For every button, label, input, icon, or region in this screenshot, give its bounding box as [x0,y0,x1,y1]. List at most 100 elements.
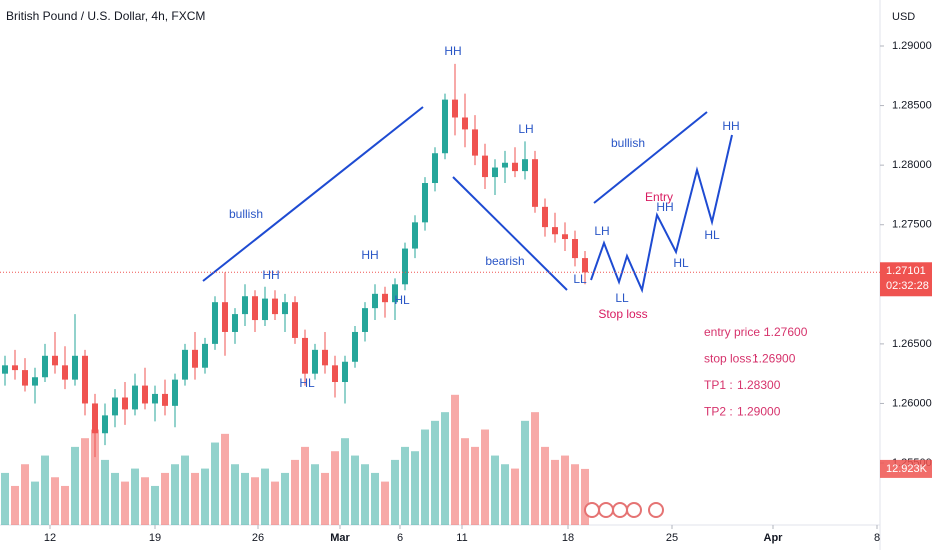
event-icon[interactable] [612,502,628,518]
candle-body [12,365,18,371]
candle-body [552,227,558,235]
annotation: bullish [611,136,645,150]
volume-bar [261,468,269,525]
candle-body [482,155,488,178]
volume-bar [131,468,139,525]
volume-bar [191,472,199,525]
volume-bar [441,412,449,525]
candle-body [442,99,448,154]
volume-bar [541,446,549,525]
volume-layer [1,394,589,525]
note-value: 1.29000 [737,405,781,419]
volume-bar [471,446,479,525]
y-tick-label: 1.29000 [892,40,932,52]
volume-bar [431,420,439,525]
candle-body [292,302,298,338]
candle-body [192,349,198,368]
annotation: LL [573,272,587,286]
candle-body [232,314,238,332]
volume-bar [411,451,419,525]
volume-bar [501,464,509,525]
candle-body [2,365,8,374]
event-icon[interactable] [648,502,664,518]
candle-body [222,302,228,332]
note-value: 1.26900 [752,352,796,366]
volume-bar [31,481,39,525]
candle-body [82,355,88,404]
volume-bar [21,464,29,525]
candle-body [212,302,218,344]
candle-body [512,162,518,172]
volume-bar [421,429,429,525]
annotation: bearish [485,254,524,268]
annotation: HH [722,119,739,133]
projection-path [590,134,733,294]
volume-bar [301,446,309,525]
volume-bar [251,477,259,525]
candle-body [532,159,538,207]
volume-bar [171,464,179,525]
candle-body [362,308,368,332]
candle-body [412,222,418,249]
volume-bar [451,394,459,525]
volume-bar [381,481,389,525]
annotation: HH [656,200,673,214]
candle-body [542,206,548,228]
candle-body [112,397,118,416]
candle-body [302,337,308,374]
volume-bar [491,455,499,525]
candle-body [392,284,398,303]
chart-title: British Pound / U.S. Dollar, 4h, FXCM [6,9,205,23]
candle-body [342,361,348,383]
candle-body [462,117,468,130]
x-tick-label: 6 [397,532,403,544]
annotation: HH [361,248,378,262]
candle-body [52,355,58,366]
volume-bar [241,472,249,525]
event-icon[interactable] [626,502,642,518]
volume-bar [181,455,189,525]
event-icons [584,502,664,518]
volume-bar [371,472,379,525]
candle-body [332,365,338,383]
annotation: bullish [229,207,263,221]
y-tick-label: 1.28500 [892,99,932,111]
volume-bar [551,459,559,525]
note-label: stop loss : [704,352,758,366]
candle-body [142,385,148,404]
candle-body [42,355,48,378]
candle-body [102,415,108,434]
candle-body [492,167,498,178]
event-icon[interactable] [598,502,614,518]
note-value: 1.27600 [764,325,808,339]
candle-body [452,99,458,118]
volume-bar [1,472,9,525]
volume-bar [581,468,589,525]
annotation: HL [673,256,689,270]
candle-body [92,403,98,434]
candle-body [502,162,508,168]
volume-bar [51,477,59,525]
candle-body [572,239,578,259]
volume-bar [401,446,409,525]
volume-bar [91,429,99,525]
x-tick-label: Apr [764,532,784,544]
volume-bar [111,472,119,525]
volume-bar [81,438,89,525]
volume-bar [511,468,519,525]
event-icon[interactable] [584,502,600,518]
annotation: HH [444,44,461,58]
volume-bar [461,438,469,525]
x-tick-label: 8 [874,532,880,544]
x-tick-label: 26 [252,532,264,544]
volume-bar [211,442,219,525]
y-tick-label: 1.27500 [892,219,932,231]
volume-label: 12.923K [886,463,928,475]
x-tick-label: 19 [149,532,161,544]
candle-body [282,302,288,315]
candle-body [472,129,478,156]
annotation: HH [262,268,279,282]
volume-bar [321,472,329,525]
trend-line [202,106,424,282]
